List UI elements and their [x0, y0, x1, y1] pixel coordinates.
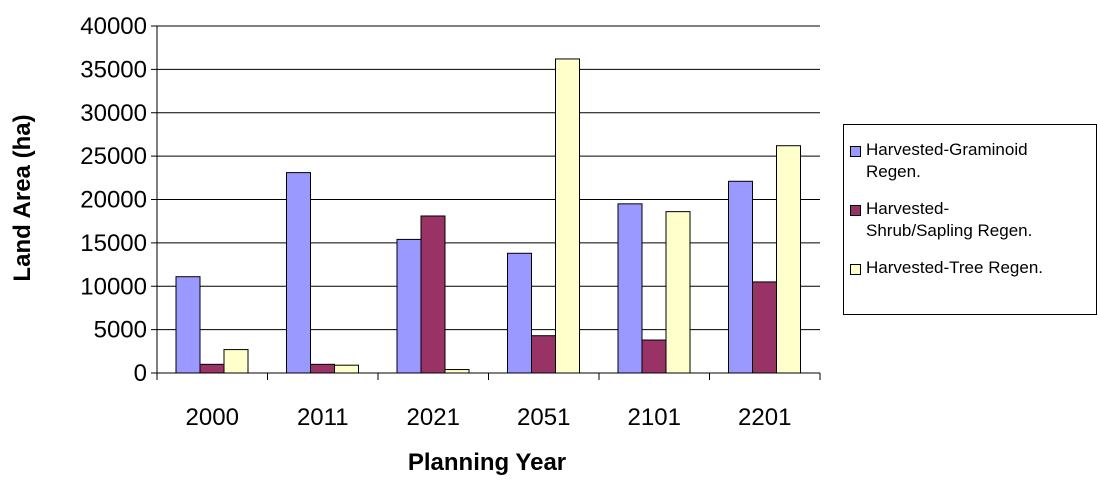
bar — [555, 58, 580, 374]
legend-label-line: Shrub/Sapling Regen. — [866, 221, 1033, 240]
bar — [507, 252, 532, 374]
legend-item-graminoid: Harvested-Graminoid Regen. — [850, 139, 1028, 183]
legend-label-line: Harvested-Graminoid — [866, 140, 1028, 159]
bar — [752, 281, 777, 374]
x-axis-title: Planning Year — [408, 449, 566, 476]
x-tick-labels: 2000 2011 2021 2051 2101 2201 — [186, 404, 792, 431]
bar — [396, 238, 422, 374]
x-tick-label: 2011 — [297, 404, 349, 431]
y-axis-title: Land Area (ha) — [9, 114, 36, 281]
bar — [617, 203, 643, 374]
y-tick-label: 5000 — [94, 317, 147, 344]
bar — [444, 369, 470, 374]
bar — [665, 211, 691, 374]
legend-swatch-graminoid — [850, 146, 861, 157]
bar — [728, 180, 753, 374]
x-tick-label: 2021 — [407, 404, 460, 431]
y-tick-label: 10000 — [80, 273, 147, 300]
y-tick-label: 15000 — [80, 230, 147, 257]
y-tick-label: 40000 — [80, 13, 147, 40]
x-tick-label: 2000 — [186, 404, 239, 431]
bar — [223, 349, 249, 374]
bar — [175, 276, 201, 374]
bars — [175, 58, 801, 374]
bar — [199, 363, 225, 374]
bar — [776, 145, 801, 374]
x-tick-label: 2101 — [628, 404, 681, 431]
legend-swatch-shrub-sapling — [850, 205, 861, 216]
legend-label-line: Harvested-Tree Regen. — [866, 258, 1044, 277]
legend: Harvested-Graminoid Regen. Harvested- Sh… — [843, 124, 1097, 315]
y-tick-label: 30000 — [80, 100, 147, 127]
legend-label-shrub-sapling: Harvested- Shrub/Sapling Regen. — [866, 198, 1032, 242]
bar — [286, 172, 311, 374]
legend-swatch-tree — [850, 264, 861, 275]
y-tick-label: 35000 — [80, 56, 147, 83]
legend-item-shrub-sapling: Harvested- Shrub/Sapling Regen. — [850, 198, 1032, 242]
y-tick-label: 20000 — [80, 187, 147, 214]
bar — [334, 364, 359, 374]
legend-label-tree: Harvested-Tree Regen. — [866, 257, 1043, 279]
y-tick-label: 0 — [134, 360, 147, 387]
gridlines — [157, 25, 820, 331]
bar — [641, 339, 667, 374]
x-tick-label: 2201 — [738, 404, 791, 431]
legend-label-line: Regen. — [866, 162, 921, 181]
y-tick-labels: 0 5000 10000 15000 20000 25000 30000 35000 40000 — [80, 13, 147, 387]
bar — [531, 335, 556, 374]
legend-label-line: Harvested- — [866, 199, 950, 218]
bar — [310, 363, 335, 374]
x-tick-label: 2051 — [517, 404, 570, 431]
y-tick-label: 25000 — [80, 143, 147, 170]
axes — [151, 25, 821, 380]
legend-item-tree: Harvested-Tree Regen. — [850, 257, 1043, 279]
bar — [420, 215, 446, 374]
legend-label-graminoid: Harvested-Graminoid Regen. — [866, 139, 1028, 183]
